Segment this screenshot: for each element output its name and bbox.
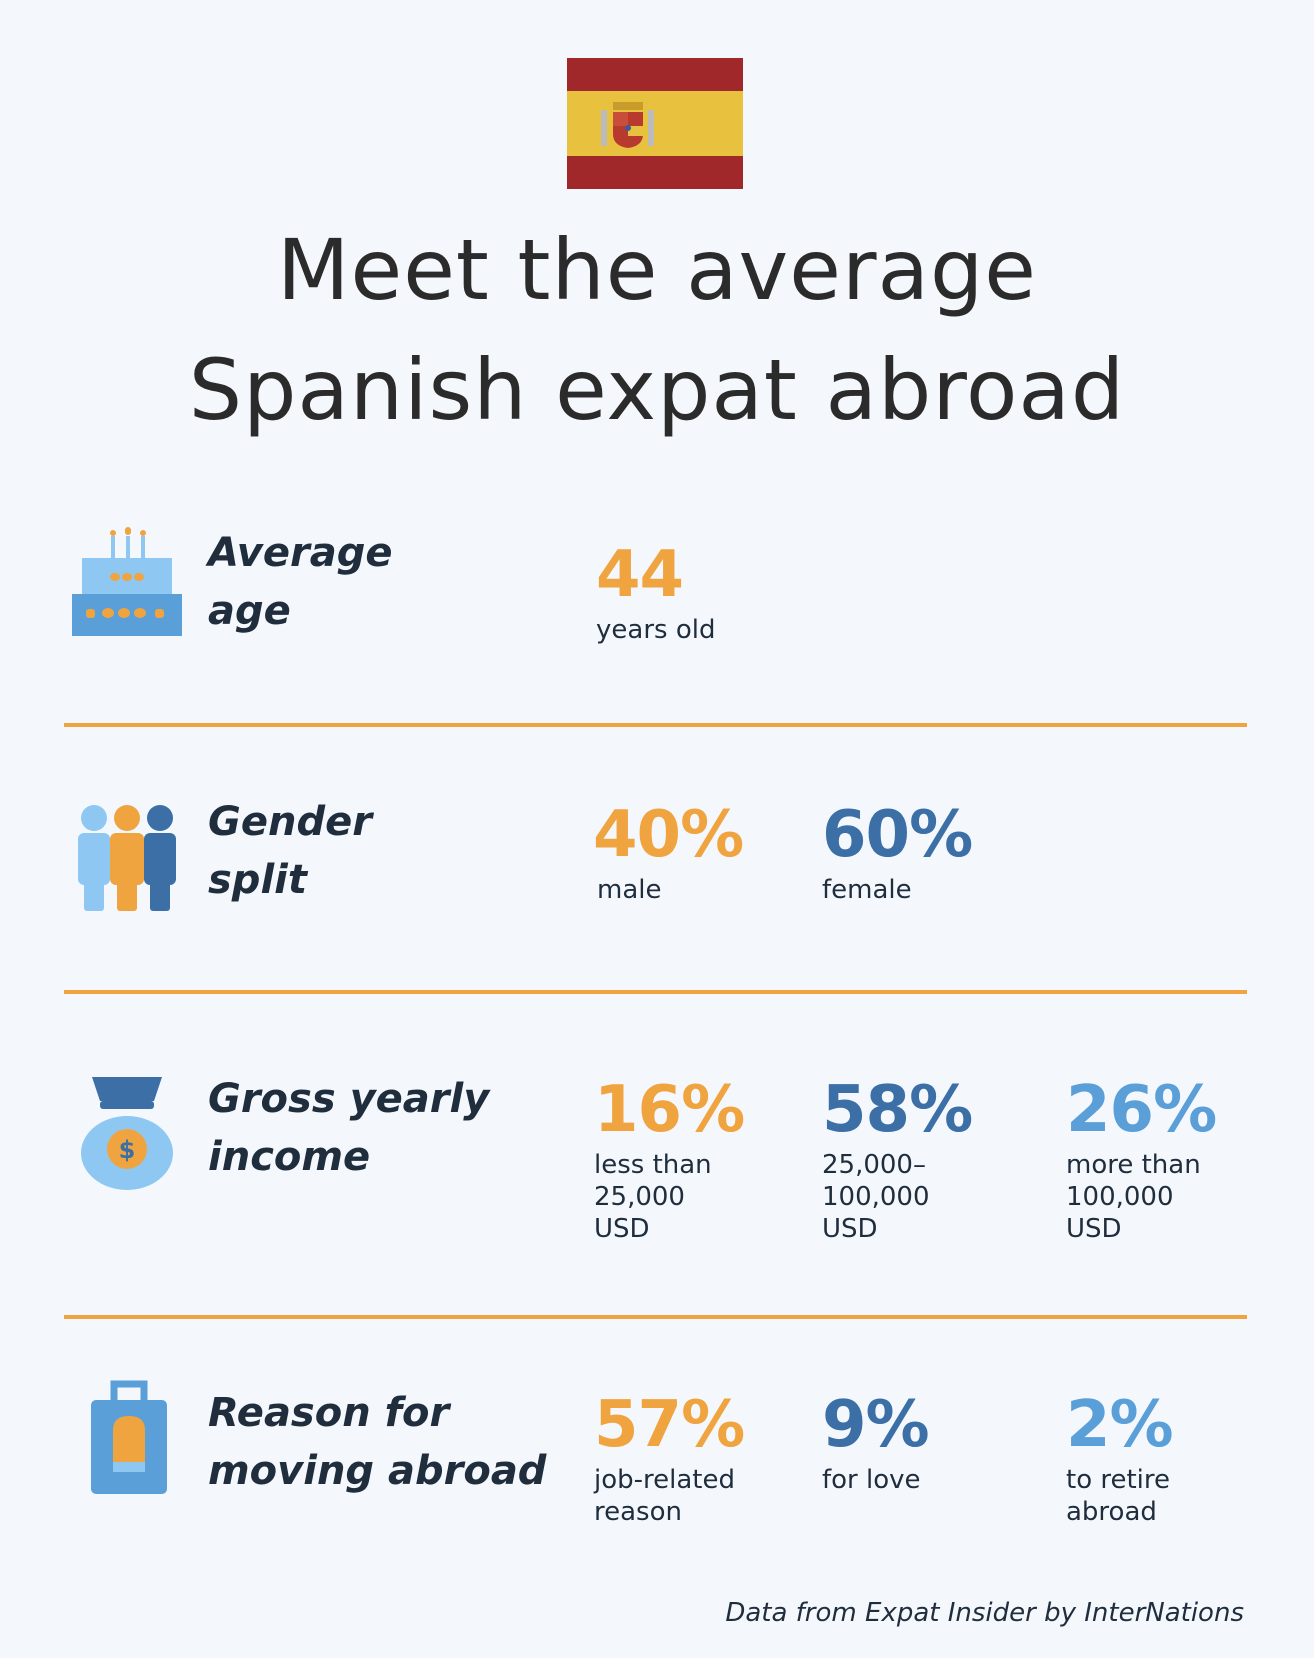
age-value: 44 [596,538,684,612]
age-caption: years old [596,615,716,645]
money-bag-icon: $ [81,1077,173,1190]
reason-stat-love: 9% for love [822,1388,930,1495]
reason-label: Reason for moving abroad [208,1390,547,1494]
age-stat: 44 years old [596,540,715,646]
source-credit: Data from Expat Insider by InterNations [725,1598,1244,1628]
cake-icon [72,527,182,636]
page-title: Meet the average Spanish expat abroad [188,221,1126,439]
reason-stat-retire: 2% to retire abroad [1066,1388,1174,1527]
gender-stat-female: 60% female [822,798,973,905]
divider [64,1315,1247,1319]
age-label: Average age [208,530,393,634]
income-label: Gross yearly income [208,1076,490,1180]
divider [64,990,1247,994]
coat-of-arms-icon [601,102,654,148]
income-stat-high: 26% more than 100,000 USD [1066,1073,1217,1244]
divider [64,723,1247,727]
gender-label: Gender split [208,799,372,903]
spain-flag [567,58,743,189]
income-stat-low: 16% less than 25,000 USD [594,1073,745,1244]
income-stat-mid: 58% 25,000– 100,000 USD [822,1073,973,1244]
suitcase-icon [91,1380,167,1494]
gender-stat-male: 40% male [593,798,744,905]
reason-stat-job: 57% job-related reason [594,1388,745,1527]
people-icon [78,805,176,911]
svg-text:$: $ [119,1136,136,1164]
